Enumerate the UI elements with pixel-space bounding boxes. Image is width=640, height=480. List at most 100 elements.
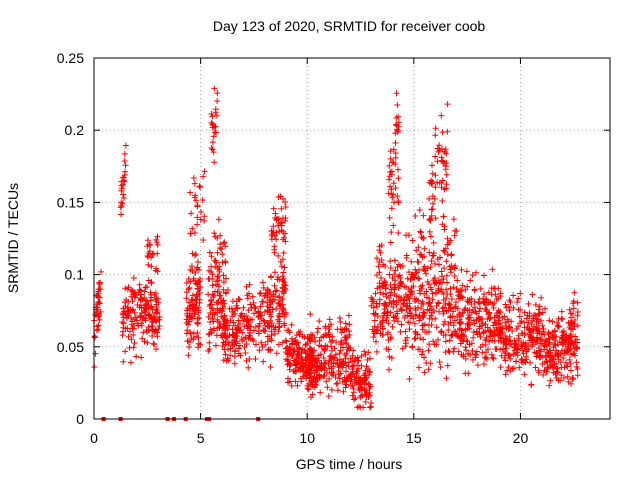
- data-point: [222, 338, 229, 345]
- data-point: [261, 293, 268, 300]
- data-point: [245, 307, 252, 314]
- data-point: [271, 330, 278, 337]
- data-point: [395, 198, 402, 205]
- y-tick-labels: 0 0.05 0.1 0.15 0.2 0.25: [57, 50, 84, 427]
- data-point: [526, 331, 533, 338]
- data-point: [150, 340, 157, 347]
- data-point: [142, 315, 149, 322]
- data-point: [390, 180, 397, 187]
- data-point: [316, 371, 323, 378]
- data-point: [568, 367, 575, 374]
- data-point: [397, 305, 404, 312]
- data-point: [315, 325, 322, 332]
- data-point: [392, 313, 399, 320]
- data-point: [122, 142, 129, 149]
- data-point: [553, 347, 560, 354]
- data-point: [187, 189, 194, 196]
- data-point: [226, 322, 233, 329]
- data-point: [195, 266, 202, 273]
- data-point: [217, 292, 224, 299]
- data-point: [408, 258, 415, 265]
- data-point: [418, 351, 425, 358]
- data-point: [200, 173, 207, 180]
- y-tick-label: 0.25: [57, 50, 84, 66]
- data-point: [95, 313, 102, 320]
- data-point: [402, 291, 409, 298]
- data-point: [568, 314, 575, 321]
- data-point: [497, 325, 504, 332]
- data-point: [434, 158, 441, 165]
- data-point: [195, 307, 202, 314]
- data-point: [387, 281, 394, 288]
- data-point: [541, 367, 548, 374]
- data-point: [209, 146, 216, 153]
- data-point: [427, 312, 434, 319]
- data-point: [373, 328, 380, 335]
- data-point: [521, 343, 528, 350]
- data-point: [508, 341, 515, 348]
- data-point: [373, 327, 380, 334]
- data-point: [184, 310, 191, 317]
- data-point: [260, 326, 267, 333]
- data-point: [413, 247, 420, 254]
- data-point: [487, 315, 494, 322]
- data-point: [324, 343, 331, 350]
- data-point: [318, 334, 325, 341]
- data-point: [538, 317, 545, 324]
- data-point: [386, 294, 393, 301]
- data-point: [321, 367, 328, 374]
- data-point: [295, 350, 302, 357]
- data-point: [192, 251, 199, 258]
- data-point: [305, 359, 312, 366]
- data-point: [327, 353, 334, 360]
- data-point: [505, 364, 512, 371]
- data-point: [498, 352, 505, 359]
- data-point: [426, 281, 433, 288]
- data-point: [412, 307, 419, 314]
- data-point: [118, 211, 125, 218]
- data-point: [514, 299, 521, 306]
- data-point: [537, 336, 544, 343]
- data-point: [326, 357, 333, 364]
- data-point: [138, 304, 145, 311]
- data-point: [560, 374, 567, 381]
- data-point: [342, 384, 349, 391]
- data-point: [206, 330, 213, 337]
- data-point: [439, 305, 446, 312]
- data-point: [429, 290, 436, 297]
- data-point: [220, 314, 227, 321]
- data-point: [124, 325, 131, 332]
- data-point: [395, 175, 402, 182]
- data-point: [234, 304, 241, 311]
- data-point: [363, 387, 370, 394]
- data-point: [394, 193, 401, 200]
- data-point: [238, 336, 245, 343]
- data-point: [553, 368, 560, 375]
- data-point: [275, 341, 282, 348]
- data-point: [222, 275, 229, 282]
- data-point: [492, 291, 499, 298]
- data-point: [393, 121, 400, 128]
- data-point: [151, 341, 158, 348]
- data-point: [451, 304, 458, 311]
- data-point: [446, 337, 453, 344]
- data-point: [392, 154, 399, 161]
- data-point: [462, 344, 469, 351]
- data-point: [393, 301, 400, 308]
- data-point: [441, 226, 448, 233]
- data-point: [479, 349, 486, 356]
- data-point: [393, 126, 400, 133]
- data-point: [194, 221, 201, 228]
- data-point: [312, 367, 319, 374]
- data-point: [321, 346, 328, 353]
- data-point: [420, 212, 427, 219]
- data-point: [135, 289, 142, 296]
- data-point: [337, 347, 344, 354]
- data-point: [563, 335, 570, 342]
- data-point: [469, 347, 476, 354]
- data-point: [412, 270, 419, 277]
- data-point: [311, 334, 318, 341]
- data-point: [338, 360, 345, 367]
- data-point: [343, 340, 350, 347]
- data-point: [273, 287, 280, 294]
